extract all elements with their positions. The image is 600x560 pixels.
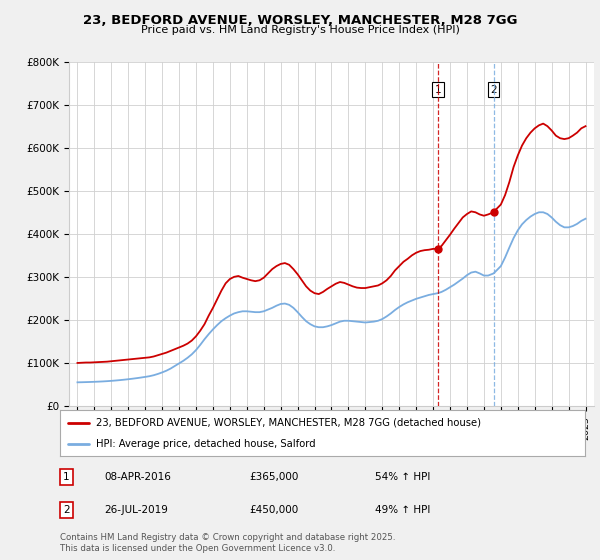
Text: 26-JUL-2019: 26-JUL-2019 [104,505,169,515]
Text: £365,000: £365,000 [249,472,298,482]
Text: 1: 1 [63,472,70,482]
Text: 1: 1 [434,85,441,95]
Text: £450,000: £450,000 [249,505,298,515]
Text: 49% ↑ HPI: 49% ↑ HPI [375,505,430,515]
Text: 23, BEDFORD AVENUE, WORSLEY, MANCHESTER, M28 7GG: 23, BEDFORD AVENUE, WORSLEY, MANCHESTER,… [83,14,517,27]
Text: 2: 2 [490,85,497,95]
Text: 08-APR-2016: 08-APR-2016 [104,472,172,482]
Text: Contains HM Land Registry data © Crown copyright and database right 2025.
This d: Contains HM Land Registry data © Crown c… [60,533,395,553]
Text: HPI: Average price, detached house, Salford: HPI: Average price, detached house, Salf… [96,439,316,449]
Text: Price paid vs. HM Land Registry's House Price Index (HPI): Price paid vs. HM Land Registry's House … [140,25,460,35]
Text: 2: 2 [63,505,70,515]
Text: 23, BEDFORD AVENUE, WORSLEY, MANCHESTER, M28 7GG (detached house): 23, BEDFORD AVENUE, WORSLEY, MANCHESTER,… [96,418,481,428]
Text: 54% ↑ HPI: 54% ↑ HPI [375,472,430,482]
